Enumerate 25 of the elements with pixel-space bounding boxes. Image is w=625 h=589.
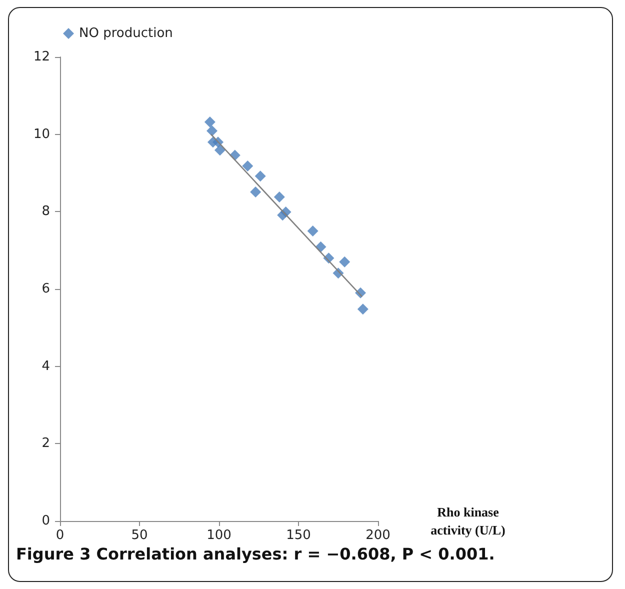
point xyxy=(274,191,285,202)
y-tick-label: 2 xyxy=(42,436,50,452)
x-tick-label: 0 xyxy=(56,528,64,543)
point xyxy=(206,125,218,136)
point xyxy=(339,256,350,268)
point xyxy=(204,116,216,128)
point xyxy=(254,170,266,182)
point xyxy=(357,304,368,315)
y-tick-label: 4 xyxy=(42,358,50,374)
point xyxy=(250,186,262,198)
x-tick-label: 100 xyxy=(206,528,232,543)
point xyxy=(307,226,318,236)
x-tick-label: 150 xyxy=(286,528,311,543)
legend-label: NO production xyxy=(79,26,173,41)
caption: Figure 3 Correlation analyses: r = −0.608, P < 0.001. xyxy=(16,544,495,564)
y-tick-label: 8 xyxy=(42,204,50,220)
y-tick-label: 0 xyxy=(42,514,50,528)
x-tick-label: 200 xyxy=(366,528,390,543)
x-tick-label: 50 xyxy=(131,528,148,543)
point xyxy=(214,144,226,156)
x-axis-title: Rho kinase activity (U/L) xyxy=(430,504,506,538)
point xyxy=(242,160,254,172)
y-tick-label: 6 xyxy=(42,282,50,296)
y-tick-label: 10 xyxy=(33,126,50,142)
y-tick-label: 12 xyxy=(33,50,50,64)
